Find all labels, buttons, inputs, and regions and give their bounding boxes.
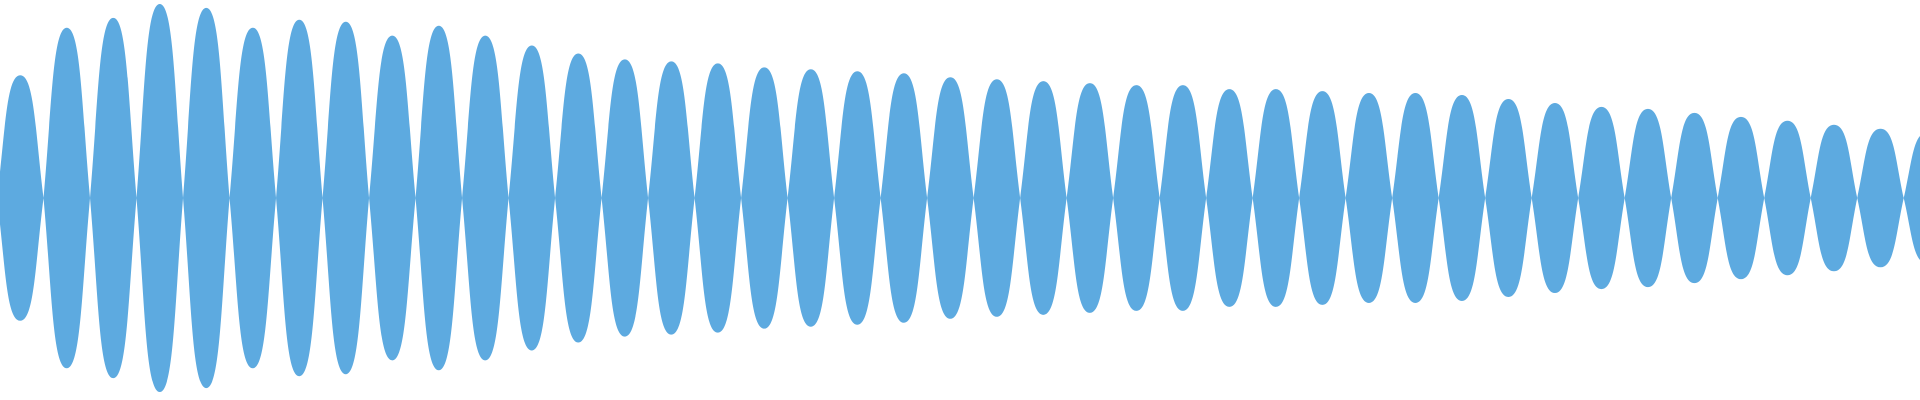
waveform-lobe bbox=[694, 63, 742, 333]
waveform-lobe bbox=[601, 59, 649, 337]
waveform-lobe bbox=[276, 19, 323, 377]
waveform-lobe bbox=[508, 45, 556, 351]
waveform-lobe bbox=[1671, 112, 1718, 284]
waveform-lobe bbox=[1066, 83, 1114, 313]
waveform-lobe bbox=[1345, 93, 1393, 303]
waveform-lobe bbox=[229, 27, 277, 369]
waveform-lobe bbox=[787, 69, 835, 327]
waveform-lobe bbox=[462, 35, 509, 361]
waveform-lobe bbox=[1531, 102, 1579, 294]
waveform-lobe bbox=[136, 3, 184, 393]
waveform-lobe bbox=[1438, 95, 1486, 301]
waveform-lobe bbox=[369, 35, 416, 361]
waveform-lobe bbox=[1857, 128, 1904, 268]
waveform-lobe bbox=[1903, 136, 1920, 260]
waveform-lobe bbox=[0, 75, 44, 321]
waveform-lobe bbox=[1810, 124, 1858, 272]
waveform-lobe bbox=[834, 71, 881, 325]
waveform-lobe bbox=[1624, 108, 1672, 288]
waveform-lobe bbox=[1392, 93, 1439, 303]
waveform-lobe bbox=[1252, 89, 1300, 307]
waveform-lobe bbox=[1764, 120, 1811, 276]
waveform-lobe bbox=[322, 21, 370, 375]
waveform-lobe bbox=[415, 25, 463, 371]
waveform-lobe bbox=[43, 27, 91, 369]
waveform-lobe bbox=[90, 17, 137, 379]
waveform-lobe bbox=[927, 77, 974, 319]
waveform-lobe bbox=[1020, 81, 1067, 315]
waveform-lobe bbox=[1159, 85, 1207, 311]
waveform-lobe bbox=[741, 67, 788, 329]
waveform-lobe bbox=[648, 61, 695, 335]
waveform-lobe bbox=[1206, 89, 1253, 307]
waveform-lobe bbox=[1717, 116, 1765, 280]
waveform-lobe bbox=[555, 53, 602, 343]
waveform-lobe bbox=[973, 79, 1021, 317]
waveform-lobe bbox=[1299, 91, 1346, 305]
waveform-lobe bbox=[1113, 85, 1160, 311]
waveform-lobe bbox=[880, 73, 928, 323]
waveform-lobe bbox=[183, 7, 230, 389]
waveform-lobe bbox=[1578, 106, 1625, 290]
waveform-lobe bbox=[1485, 99, 1532, 297]
